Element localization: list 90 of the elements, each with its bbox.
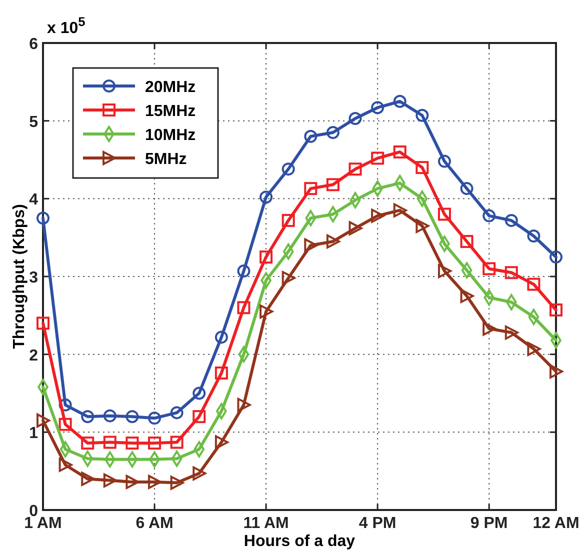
legend-label: 10MHz xyxy=(145,127,196,144)
point xyxy=(170,476,184,490)
x-tick-label: 6 AM xyxy=(136,515,174,532)
point xyxy=(58,458,72,472)
point xyxy=(103,473,117,488)
point xyxy=(126,474,140,490)
point xyxy=(81,436,94,450)
y-tick-label: 4 xyxy=(29,192,38,209)
point xyxy=(438,208,451,221)
point xyxy=(416,108,429,122)
point xyxy=(170,406,184,420)
point xyxy=(214,366,228,380)
point xyxy=(504,325,518,340)
point xyxy=(304,130,318,143)
legend-label: 5MHz xyxy=(145,151,187,168)
point xyxy=(304,238,318,252)
point xyxy=(126,436,139,450)
point xyxy=(416,218,430,233)
point xyxy=(550,364,564,379)
y-tick-label: 2 xyxy=(29,347,38,364)
point xyxy=(282,162,295,176)
point xyxy=(460,234,474,248)
point xyxy=(103,409,116,422)
point xyxy=(416,161,429,174)
point xyxy=(393,145,406,158)
point xyxy=(348,162,362,176)
point xyxy=(81,410,94,424)
point xyxy=(192,410,206,424)
point xyxy=(126,410,139,424)
point xyxy=(214,330,228,344)
point xyxy=(192,466,206,480)
text: x 10$^{5}$ xyxy=(47,14,86,37)
y-tick-label: 5 xyxy=(29,114,38,131)
point xyxy=(504,266,518,280)
point xyxy=(326,234,340,249)
point xyxy=(482,322,496,336)
point xyxy=(460,182,474,196)
y-tick-label: 1 xyxy=(29,425,38,442)
point xyxy=(192,386,206,400)
point xyxy=(260,190,273,204)
point xyxy=(460,288,474,304)
point xyxy=(214,435,228,450)
point xyxy=(348,112,362,125)
point xyxy=(326,126,340,140)
point xyxy=(148,412,162,425)
legend-label: 15MHz xyxy=(145,103,196,120)
y-tick-label: 6 xyxy=(29,36,38,53)
point xyxy=(170,436,184,449)
point xyxy=(282,214,295,227)
point xyxy=(36,413,50,428)
point xyxy=(393,94,406,108)
point xyxy=(393,203,407,218)
point xyxy=(148,474,162,490)
point xyxy=(550,250,562,264)
point xyxy=(371,208,385,223)
point xyxy=(348,221,362,236)
point xyxy=(527,278,540,291)
point xyxy=(237,398,251,412)
point xyxy=(148,436,162,450)
point xyxy=(81,472,95,486)
point xyxy=(550,303,562,316)
point xyxy=(482,262,496,276)
point xyxy=(371,101,384,114)
point xyxy=(237,264,250,278)
point xyxy=(482,209,496,222)
point xyxy=(260,250,273,264)
point xyxy=(36,316,50,330)
y-tick-label: 3 xyxy=(29,270,38,286)
point xyxy=(304,182,318,196)
point xyxy=(527,230,540,243)
x-tick-label: 4 PM xyxy=(358,515,396,532)
point xyxy=(438,154,451,168)
point xyxy=(371,152,384,165)
x-tick-label: 12 AM xyxy=(532,515,580,532)
point xyxy=(438,264,452,278)
x-tick-label: 9 PM xyxy=(470,515,508,532)
point xyxy=(260,304,274,319)
point xyxy=(103,436,116,449)
x-tick-label: 11 AM xyxy=(243,515,289,532)
point xyxy=(237,301,250,314)
x-axis-title: Hours of a day xyxy=(244,533,356,550)
point xyxy=(58,418,72,431)
point xyxy=(58,398,72,412)
y-axis-title: Throughput (Kbps) xyxy=(11,204,28,349)
point xyxy=(326,178,340,192)
point xyxy=(504,214,518,227)
point xyxy=(527,342,541,356)
legend-label: 20MHz xyxy=(145,79,196,96)
point xyxy=(36,212,50,225)
point xyxy=(282,271,296,286)
